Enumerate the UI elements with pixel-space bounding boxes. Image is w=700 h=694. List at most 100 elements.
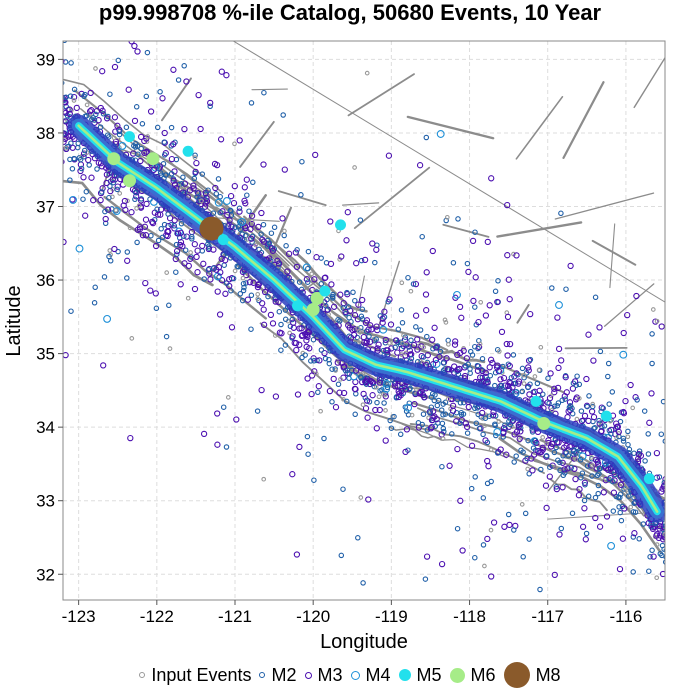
event-marker-m2: [632, 509, 639, 515]
event-marker-m3: [54, 102, 59, 107]
event-marker-m3: [86, 108, 94, 115]
event-marker-m3: [620, 408, 627, 416]
event-marker-m3: [531, 388, 538, 395]
event-marker-m3: [66, 110, 73, 118]
event-marker-m2: [377, 388, 383, 394]
event-marker-m2: [609, 478, 616, 485]
event-marker-m3: [363, 377, 370, 384]
event-marker-m3: [77, 167, 84, 175]
event-marker-m2: [527, 356, 534, 363]
x-tick-label: -116: [610, 607, 643, 626]
fault-trace: [121, 149, 224, 224]
event-marker-m2: [630, 405, 636, 411]
event-marker-m3: [250, 279, 257, 286]
event-marker-m3: [610, 469, 617, 476]
legend-swatch-icon: [449, 667, 465, 683]
event-marker-m3: [369, 392, 376, 399]
event-marker-m3: [398, 387, 405, 395]
event-marker-m3: [549, 440, 556, 448]
event-marker-m2: [166, 302, 172, 309]
event-marker-m3: [315, 383, 322, 390]
event-marker-m3: [338, 253, 345, 260]
event-marker-m2: [654, 542, 660, 547]
event-marker-m3: [635, 450, 643, 458]
event-marker-m2: [496, 349, 502, 354]
event-marker-m2: [661, 479, 665, 486]
event-marker-m3: [212, 184, 219, 192]
event-marker-m3: [55, 127, 60, 132]
event-marker-m3: [669, 504, 674, 509]
event-marker-m3: [272, 393, 280, 400]
event-marker-m2: [134, 239, 140, 246]
event-marker-m2: [414, 387, 419, 392]
event-marker-m2: [554, 402, 561, 409]
event-marker-m3: [88, 174, 95, 181]
event-marker-m2: [398, 307, 405, 313]
event-marker-m2: [380, 380, 387, 386]
event-marker-m2: [520, 554, 526, 560]
event-marker-m2: [304, 279, 311, 285]
event-marker-m2: [234, 263, 240, 270]
event-marker-m2: [482, 423, 487, 428]
event-marker-m2: [168, 171, 175, 177]
event-marker-m3: [330, 303, 338, 310]
event-marker-m3: [80, 150, 88, 157]
event-marker-m2: [55, 310, 59, 314]
event-marker-m2: [58, 152, 62, 156]
legend-label: M8: [535, 664, 561, 685]
event-marker-m2: [464, 260, 471, 267]
event-marker-m2: [515, 371, 521, 378]
event-marker-m2: [83, 188, 90, 195]
event-marker-m2: [626, 446, 633, 453]
event-marker-m3: [190, 185, 197, 192]
event-marker-m3: [486, 364, 493, 371]
event-marker-m3: [451, 341, 459, 348]
event-marker-m2: [488, 527, 494, 533]
event-marker-m2: [476, 425, 483, 432]
event-marker-m3: [652, 318, 659, 325]
event-marker-m2: [81, 153, 87, 160]
event-marker-m2: [189, 236, 195, 242]
event-marker-m2: [124, 275, 130, 281]
event-marker-m2: [83, 113, 90, 119]
event-marker-m3: [322, 274, 329, 281]
event-marker-m3: [495, 368, 503, 375]
event-marker-m3: [360, 390, 367, 398]
event-marker-m3: [276, 329, 284, 336]
event-marker-m2: [110, 179, 117, 186]
event-marker-m2: [167, 346, 173, 351]
event-marker-m3: [137, 157, 144, 165]
event-marker-m3: [497, 376, 504, 383]
event-marker-m3: [70, 93, 78, 101]
event-marker-m2: [225, 395, 231, 400]
event-marker-m2: [526, 536, 532, 542]
event-marker-m3: [255, 223, 262, 231]
event-marker-m2: [597, 348, 604, 355]
event-marker-m3: [571, 455, 578, 462]
event-marker-m2: [248, 100, 255, 106]
event-marker-m3: [463, 355, 470, 362]
event-marker-m3: [100, 362, 107, 369]
event-marker-m3: [416, 389, 424, 397]
event-marker-m2: [215, 176, 222, 182]
event-marker-m2: [559, 397, 565, 404]
event-marker-m3: [236, 137, 243, 144]
event-marker-m2: [326, 356, 332, 363]
fault-trace: [554, 192, 655, 220]
event-marker-m2: [338, 552, 345, 559]
event-marker-m3: [656, 525, 663, 532]
event-marker-m3: [581, 505, 588, 512]
event-marker-m2: [337, 318, 343, 324]
event-marker-m2: [55, 96, 59, 100]
event-marker-m3: [136, 226, 144, 233]
event-marker-m3: [423, 553, 431, 560]
event-marker-m2: [617, 494, 623, 501]
event-marker-m3: [233, 416, 240, 423]
event-marker-m2: [296, 279, 303, 285]
event-marker-m2: [440, 401, 446, 407]
legend-item-m6: M6: [449, 665, 496, 686]
event-marker-m3: [170, 177, 177, 184]
event-marker-m3: [462, 420, 469, 427]
event-marker-m2: [104, 132, 111, 138]
event-marker-m3: [620, 329, 627, 337]
